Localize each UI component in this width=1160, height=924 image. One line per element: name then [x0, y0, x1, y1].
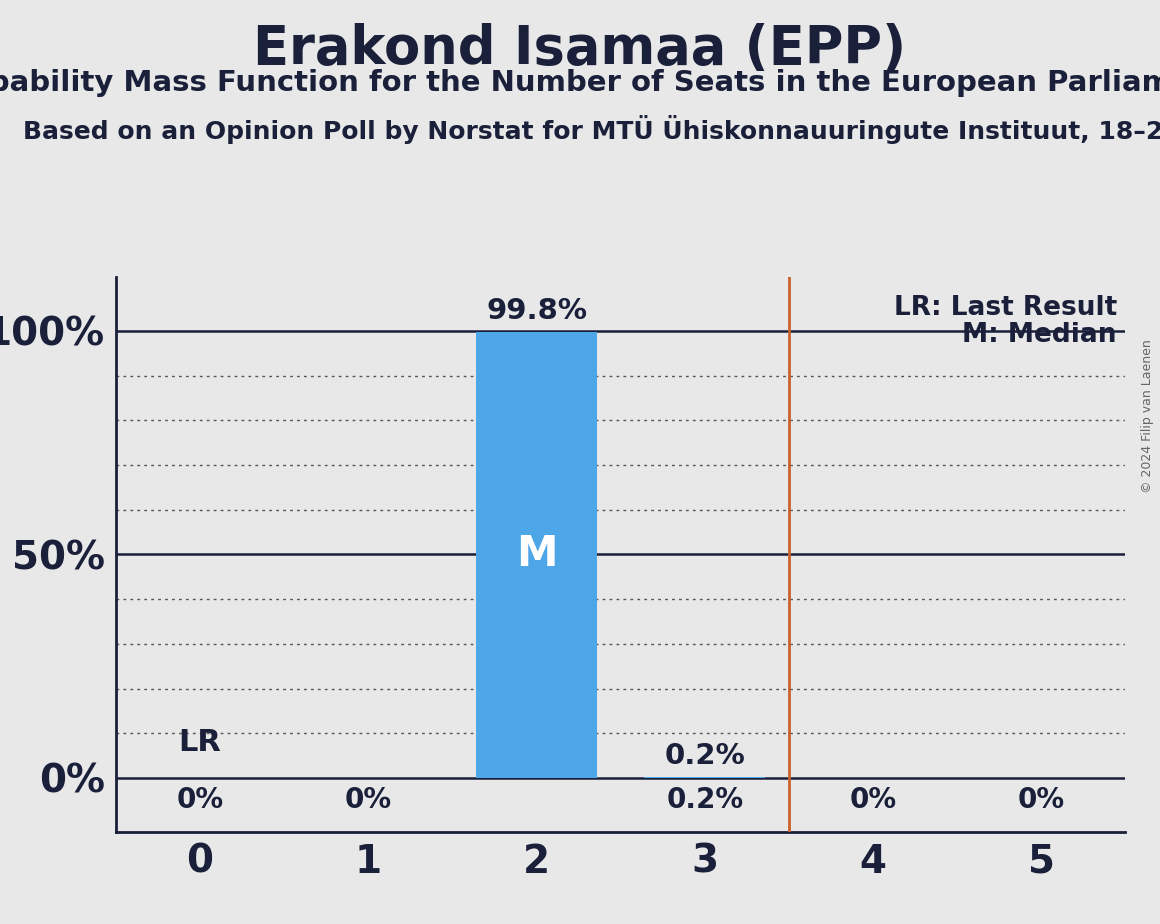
- Text: LR: LR: [179, 728, 222, 757]
- Text: 0.2%: 0.2%: [666, 786, 744, 814]
- Text: LR: Last Result: LR: Last Result: [893, 295, 1117, 321]
- Text: M: Median: M: Median: [963, 322, 1117, 348]
- Text: 0%: 0%: [1017, 786, 1065, 814]
- Text: Erakond Isamaa (EPP): Erakond Isamaa (EPP): [253, 23, 907, 75]
- Text: M: M: [516, 533, 557, 576]
- Bar: [476, 332, 597, 778]
- Text: Based on an Opinion Poll by Norstat for MTÜ Ühiskonnauuringute Instituut, 18–24 : Based on an Opinion Poll by Norstat for …: [23, 116, 1160, 144]
- Text: 99.8%: 99.8%: [486, 297, 587, 325]
- Text: 0%: 0%: [176, 786, 224, 814]
- Text: © 2024 Filip van Laenen: © 2024 Filip van Laenen: [1141, 339, 1154, 492]
- Text: 0%: 0%: [849, 786, 897, 814]
- Text: 0.2%: 0.2%: [665, 742, 745, 771]
- Text: Probability Mass Function for the Number of Seats in the European Parliament: Probability Mass Function for the Number…: [0, 69, 1160, 97]
- Text: 0%: 0%: [345, 786, 392, 814]
